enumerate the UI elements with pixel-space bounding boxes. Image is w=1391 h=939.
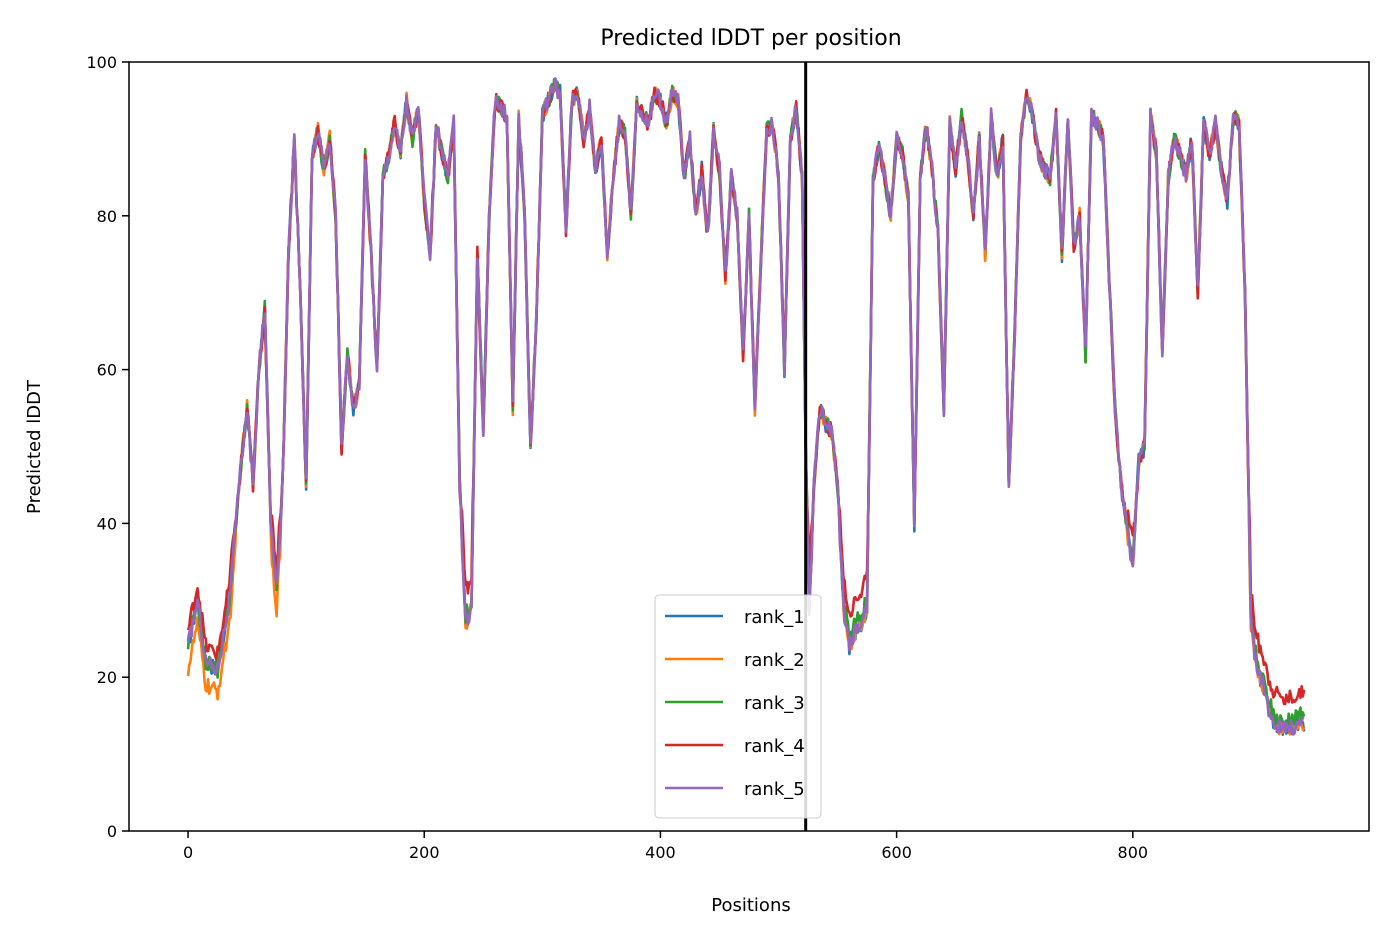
y-tick-label: 100 [86,53,117,72]
x-tick-label: 800 [1118,843,1149,862]
y-axis-label: Predicted lDDT [24,379,45,514]
legend-frame [654,594,822,819]
legend-label-rank_5: rank_5 [744,779,805,800]
x-tick-label: 200 [409,843,440,862]
x-axis-label: Positions [711,895,790,916]
y-tick-label: 20 [97,668,117,687]
legend-label-rank_2: rank_2 [744,650,805,671]
x-tick-label: 0 [183,843,193,862]
legend: rank_1 rank_2 rank_3 rank_4 rank_5 [654,594,822,819]
y-tick-label: 0 [107,822,117,841]
series-lines [186,77,1306,736]
plot-frame [128,61,1370,832]
x-axis: 0 200 400 600 800 [183,831,1148,862]
legend-label-rank_3: rank_3 [744,693,805,714]
x-tick-label: 400 [645,843,676,862]
legend-label-rank_1: rank_1 [744,607,805,628]
y-tick-label: 40 [97,514,117,533]
y-axis: 0 20 40 60 80 100 [86,53,129,841]
x-tick-label: 600 [881,843,912,862]
plot-area [128,61,1370,832]
legend-label-rank_4: rank_4 [744,736,805,757]
series-line-rank_5 [186,77,1305,736]
y-tick-label: 60 [97,361,117,380]
chart-title: Predicted lDDT per position [600,26,901,51]
y-tick-label: 80 [97,207,117,226]
